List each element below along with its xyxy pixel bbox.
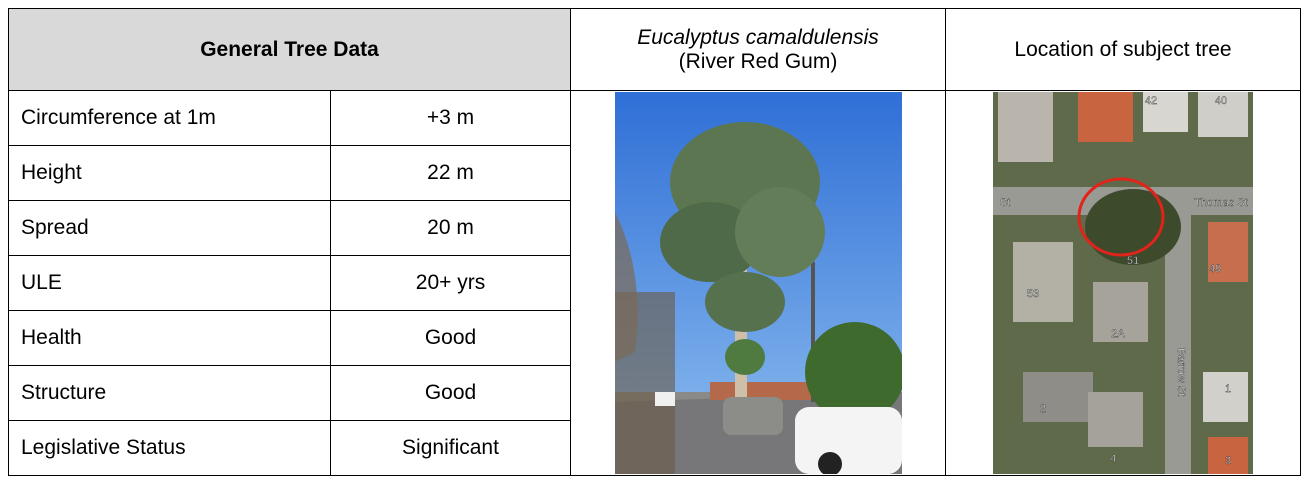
tree-photo bbox=[615, 92, 902, 474]
row-label: Spread bbox=[9, 201, 331, 256]
row-value: 22 m bbox=[331, 146, 571, 201]
header-general: General Tree Data bbox=[9, 9, 571, 91]
street-label: Barrow St bbox=[1175, 348, 1187, 396]
house-number: 49 bbox=[1209, 263, 1221, 275]
row-label: Health bbox=[9, 311, 331, 366]
house-number: 53 bbox=[1027, 288, 1039, 300]
row-value: 20+ yrs bbox=[331, 256, 571, 311]
street-label: St bbox=[1000, 197, 1010, 209]
street-label: Thomas St bbox=[1194, 197, 1247, 209]
common-name: (River Red Gum) bbox=[583, 50, 933, 74]
row-value: Significant bbox=[331, 421, 571, 476]
header-location: Location of subject tree bbox=[946, 9, 1301, 91]
house-number: 1 bbox=[1225, 383, 1231, 395]
house-number: 42 bbox=[1145, 95, 1157, 107]
house-number: 2A bbox=[1111, 328, 1125, 340]
page: {"table":{"header":{"general":"General T… bbox=[0, 0, 1312, 480]
row-label: Structure bbox=[9, 366, 331, 421]
location-map: Thomas St Barrow St St 51 53 49 2A 1 2 4 3 42 40 bbox=[993, 92, 1253, 474]
row-label: Circumference at 1m bbox=[9, 91, 331, 146]
house-number: 3 bbox=[1225, 455, 1231, 467]
row-value: 20 m bbox=[331, 201, 571, 256]
row-value: +3 m bbox=[331, 91, 571, 146]
house-number: 40 bbox=[1215, 95, 1227, 107]
row-value: Good bbox=[331, 311, 571, 366]
house-number: 51 bbox=[1127, 255, 1139, 267]
header-row: General Tree Data Eucalyptus camaldulens… bbox=[9, 9, 1301, 91]
row-label: Legislative Status bbox=[9, 421, 331, 476]
tree-data-table: General Tree Data Eucalyptus camaldulens… bbox=[8, 8, 1301, 476]
row-label: Height bbox=[9, 146, 331, 201]
row-value: Good bbox=[331, 366, 571, 421]
house-number: 2 bbox=[1040, 403, 1046, 415]
header-species: Eucalyptus camaldulensis(River Red Gum) bbox=[571, 9, 946, 91]
house-number: 4 bbox=[1110, 453, 1116, 465]
photo-cell bbox=[571, 91, 946, 476]
species-name: Eucalyptus camaldulensis bbox=[583, 26, 933, 50]
map-cell: Thomas St Barrow St St 51 53 49 2A 1 2 4 3 42 40 bbox=[946, 91, 1301, 476]
row-label: ULE bbox=[9, 256, 331, 311]
